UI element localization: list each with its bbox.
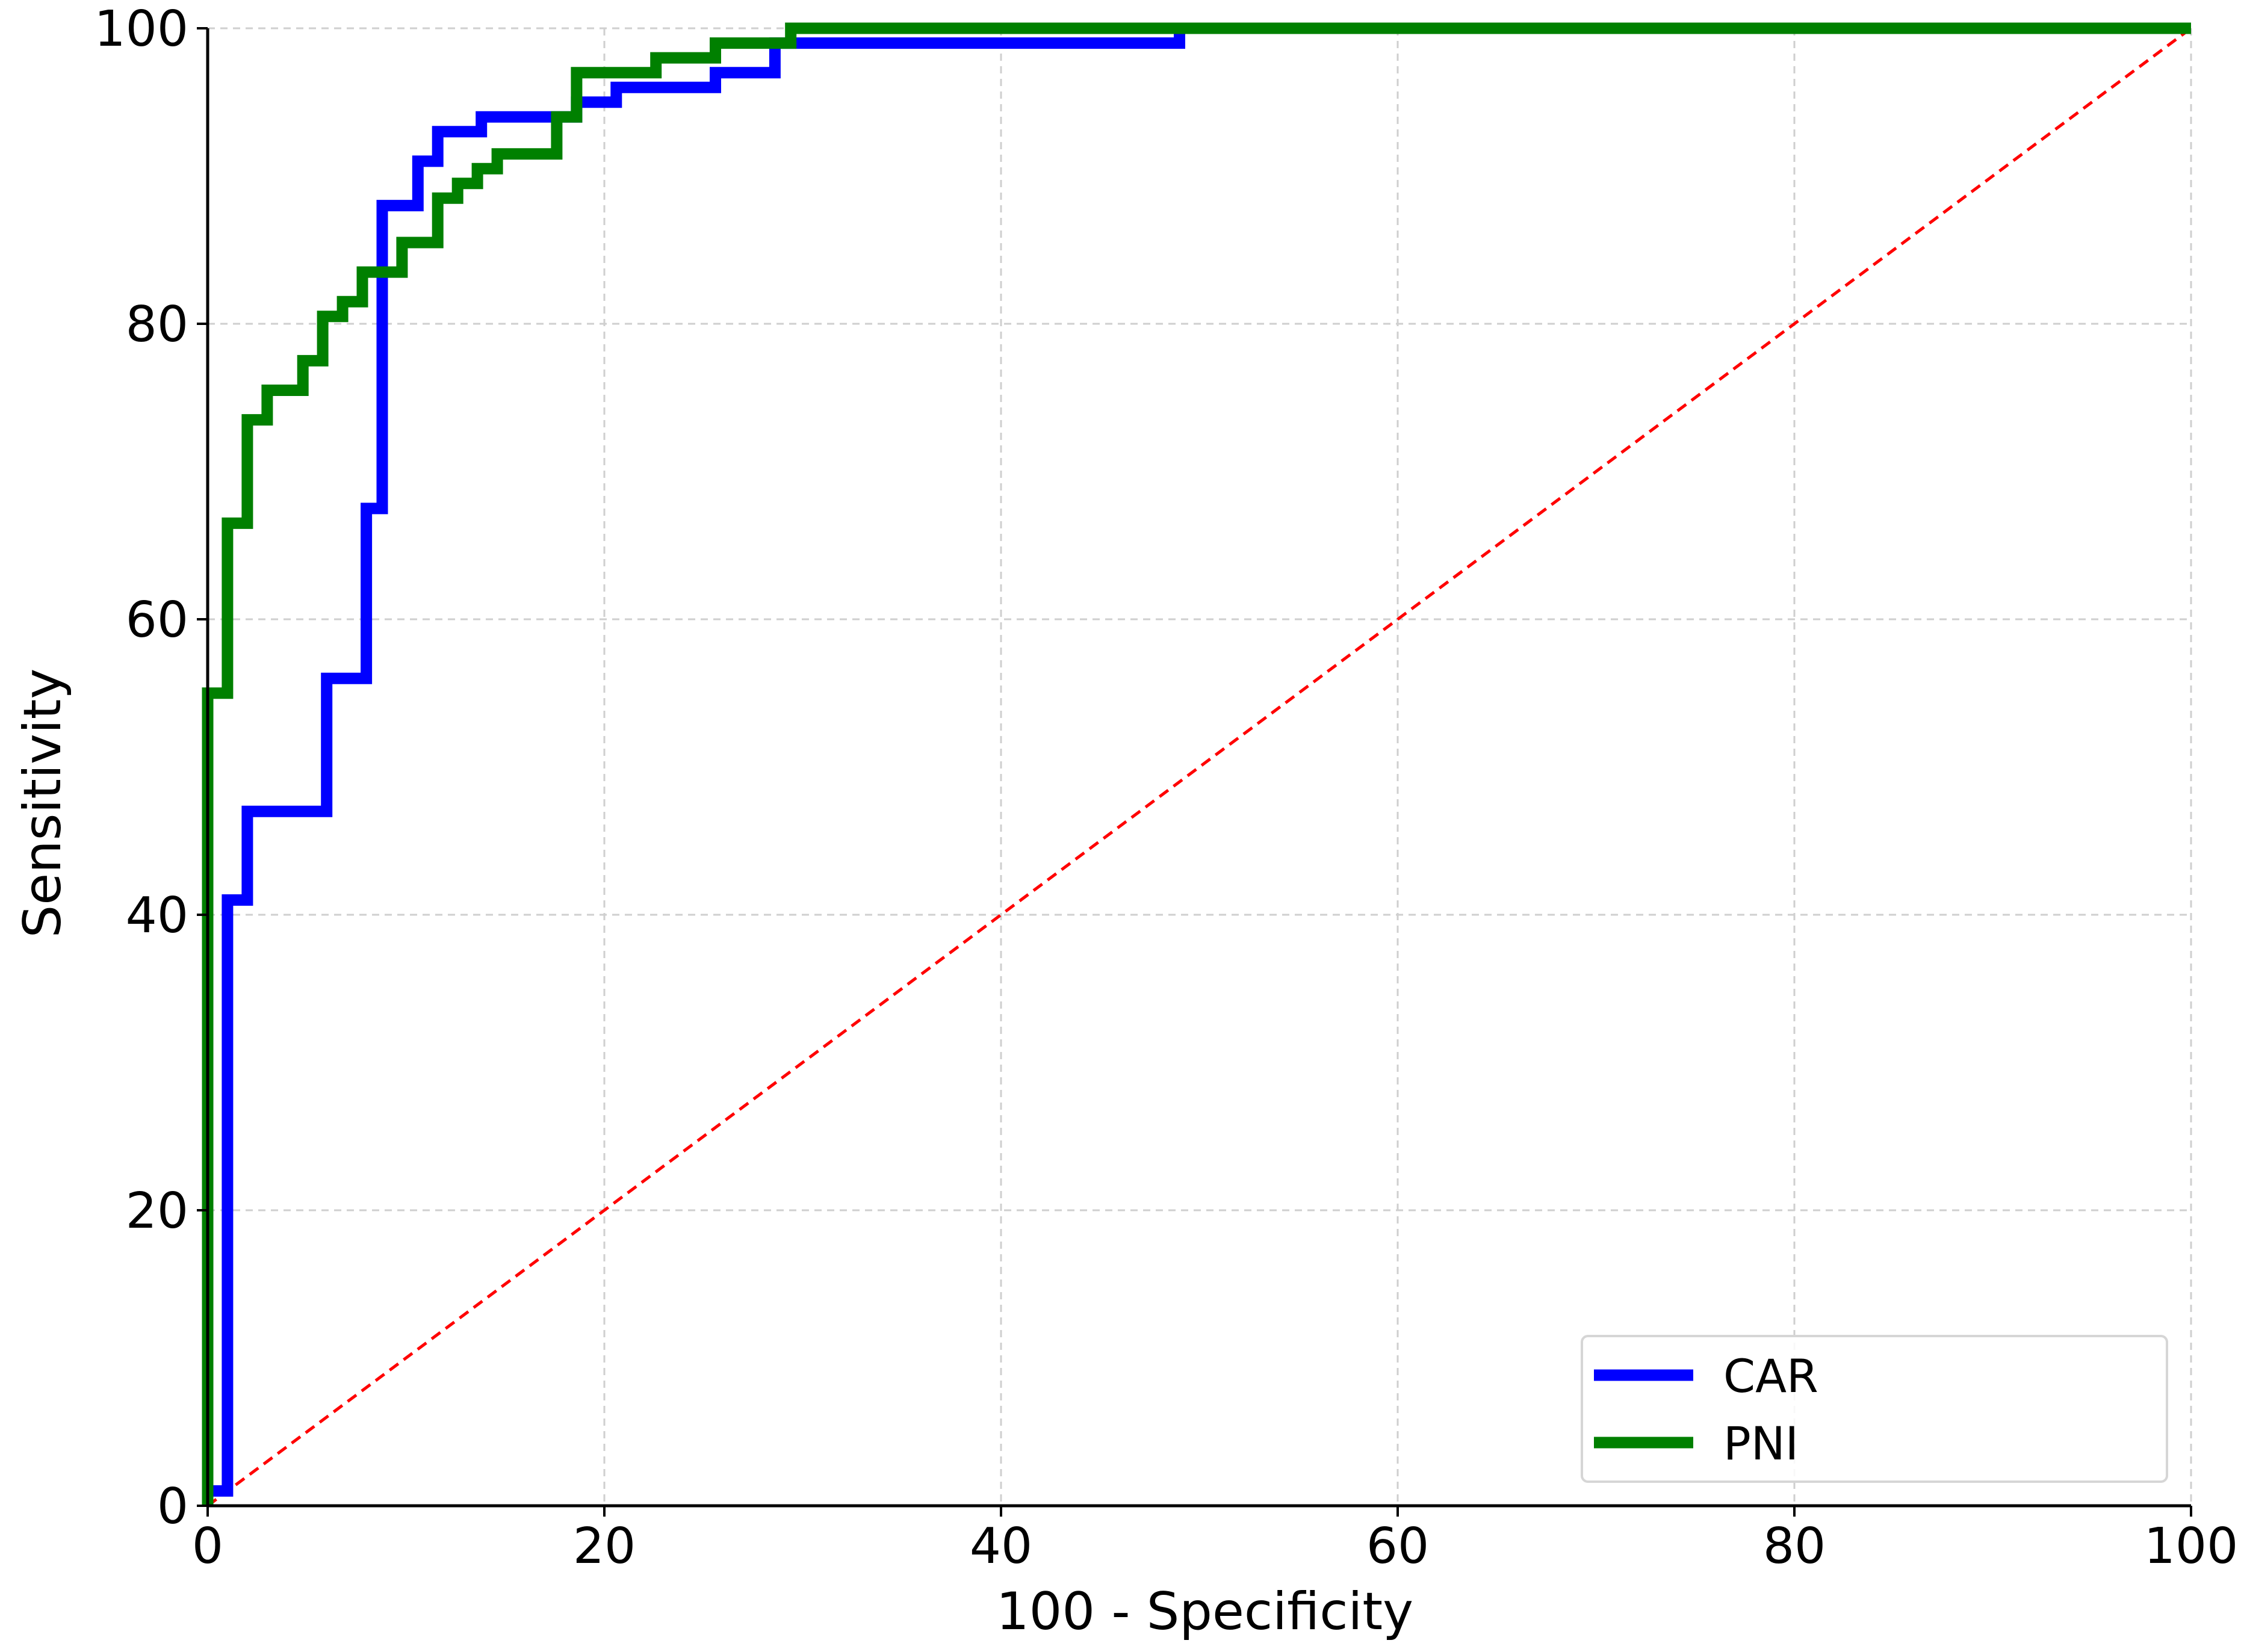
y-tick-label: 40 <box>126 887 188 944</box>
y-tick-label: 60 <box>126 592 188 649</box>
x-axis-label: 100 - Specificity <box>996 1582 1413 1642</box>
x-tick-label: 40 <box>970 1518 1032 1575</box>
y-tick-label: 0 <box>157 1478 188 1535</box>
x-tick-label: 60 <box>1366 1518 1429 1575</box>
legend-items: CAR PNI <box>1594 1349 1818 1470</box>
reference-diagonal-line <box>206 26 2192 1508</box>
series-layer <box>202 22 2191 1506</box>
x-tick-label: 80 <box>1763 1518 1826 1575</box>
tick-layer: 0 20 40 60 80 100 0 20 40 60 80 100 <box>94 1 2238 1575</box>
legend-label-car: CAR <box>1723 1349 1818 1403</box>
y-axis-label: Sensitivity <box>13 669 73 938</box>
series-line-car <box>202 22 2191 1506</box>
y-tick-label: 100 <box>94 1 188 58</box>
y-tick-label: 20 <box>126 1183 188 1240</box>
x-tick-label: 0 <box>192 1518 223 1575</box>
series-line-pni <box>202 22 2191 1506</box>
legend: CAR PNI <box>1581 1335 2168 1483</box>
x-tick-label: 100 <box>2144 1518 2239 1575</box>
x-tick-label: 20 <box>573 1518 636 1575</box>
legend-label-pni: PNI <box>1723 1417 1799 1470</box>
y-tick-label: 80 <box>126 296 188 353</box>
legend-box <box>1581 1335 2168 1483</box>
